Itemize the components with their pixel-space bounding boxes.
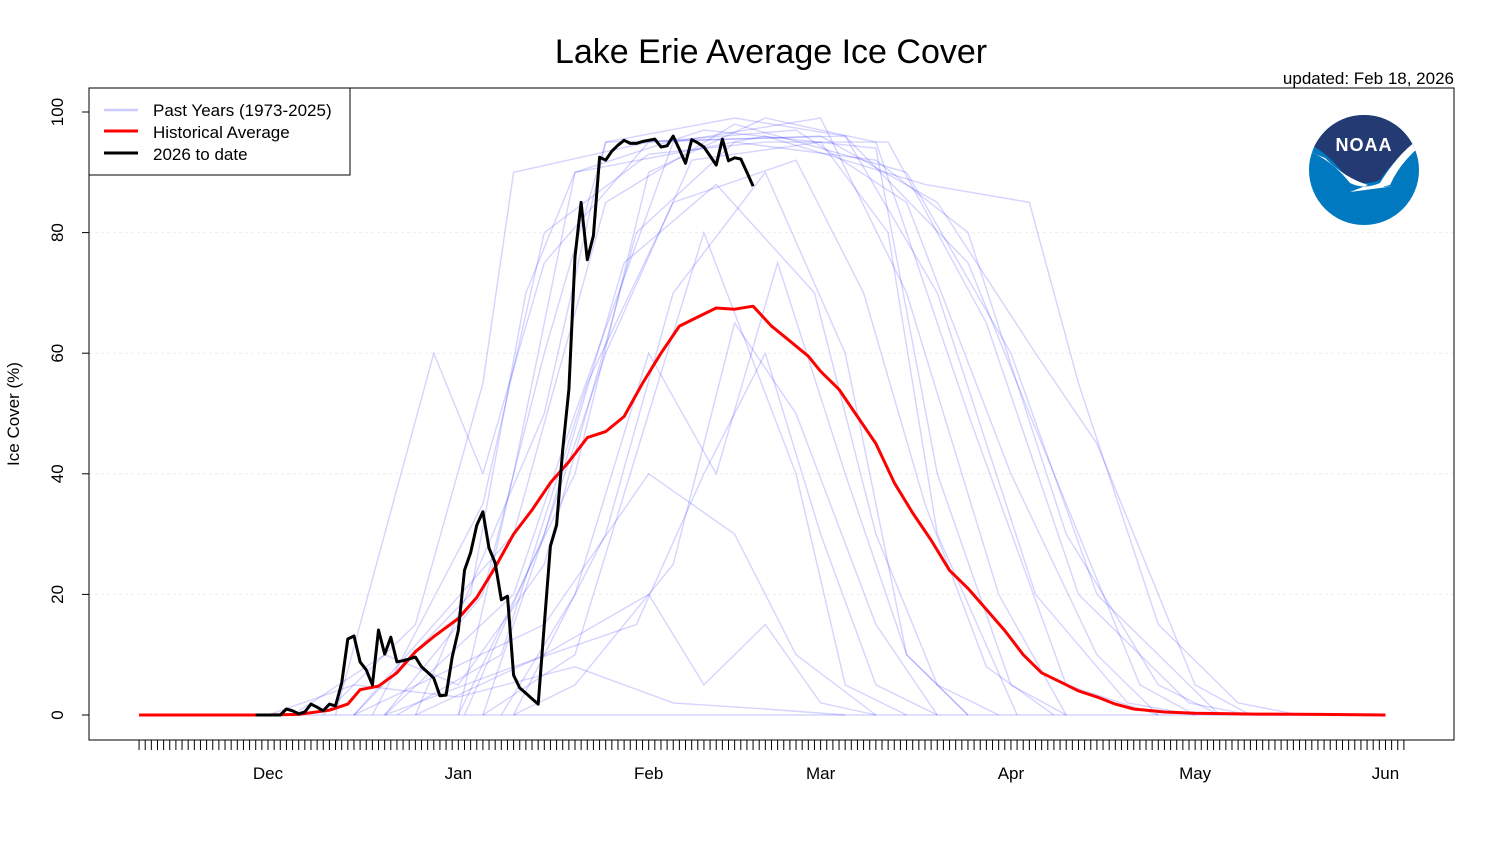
x-tick-label: Apr — [998, 764, 1025, 783]
line-2026-to-date — [255, 134, 755, 717]
past-year-line — [482, 230, 907, 716]
legend-label-past-years: Past Years (1973-2025) — [153, 101, 332, 120]
x-tick-label: May — [1179, 764, 1212, 783]
historical-average-line — [139, 304, 1386, 717]
past-year-line — [292, 141, 1221, 716]
x-axis: Dec Jan Feb Mar Apr May Jun — [138, 740, 1405, 783]
past-year-line — [353, 135, 1300, 716]
noaa-logo: NOAA — [1309, 115, 1419, 225]
x-tick-label: Mar — [806, 764, 836, 783]
legend-label-2026: 2026 to date — [153, 145, 248, 164]
past-year-line — [384, 117, 1067, 716]
past-year-line — [384, 351, 938, 716]
past-year-line — [482, 141, 1018, 716]
y-tick-label: 60 — [48, 344, 67, 363]
gridlines — [89, 232, 1454, 595]
past-year-line — [457, 129, 1067, 716]
y-tick-label: 100 — [48, 98, 67, 126]
past-year-line — [396, 159, 1055, 716]
y-tick-label: 20 — [48, 585, 67, 604]
y-tick-label: 80 — [48, 223, 67, 242]
past-year-line — [512, 170, 969, 716]
x-tick-label: Jun — [1372, 764, 1399, 783]
past-year-line — [463, 183, 1000, 716]
y-tick-label: 0 — [48, 710, 67, 719]
main-series-lines — [139, 134, 1386, 717]
legend-label-historical-average: Historical Average — [153, 123, 290, 142]
past-year-line — [384, 135, 1196, 716]
x-tick-label: Jan — [445, 764, 472, 783]
past-year-line — [353, 123, 1221, 716]
past-year-line — [371, 141, 1251, 716]
chart-title: Lake Erie Average Ice Cover — [555, 33, 987, 71]
y-tick-label: 40 — [48, 464, 67, 483]
x-tick-label: Feb — [634, 764, 663, 783]
legend: Past Years (1973-2025) Historical Averag… — [88, 87, 351, 176]
updated-date: updated: Feb 18, 2026 — [1283, 69, 1454, 88]
y-axis-label: Ice Cover (%) — [4, 362, 23, 466]
y-axis: 0 20 40 60 80 100 — [48, 98, 89, 720]
noaa-logo-text: NOAA — [1336, 135, 1393, 155]
past-year-line — [414, 117, 1196, 716]
past-years-lines — [237, 117, 1312, 716]
past-year-line — [457, 117, 1159, 716]
past-year-line — [513, 321, 938, 716]
past-year-line — [267, 666, 846, 716]
past-year-line — [353, 472, 877, 716]
x-tick-label: Dec — [253, 764, 284, 783]
past-year-line — [334, 129, 1159, 716]
past-year-line — [415, 593, 877, 716]
past-year-line — [322, 135, 1251, 716]
past-year-line — [500, 260, 969, 716]
